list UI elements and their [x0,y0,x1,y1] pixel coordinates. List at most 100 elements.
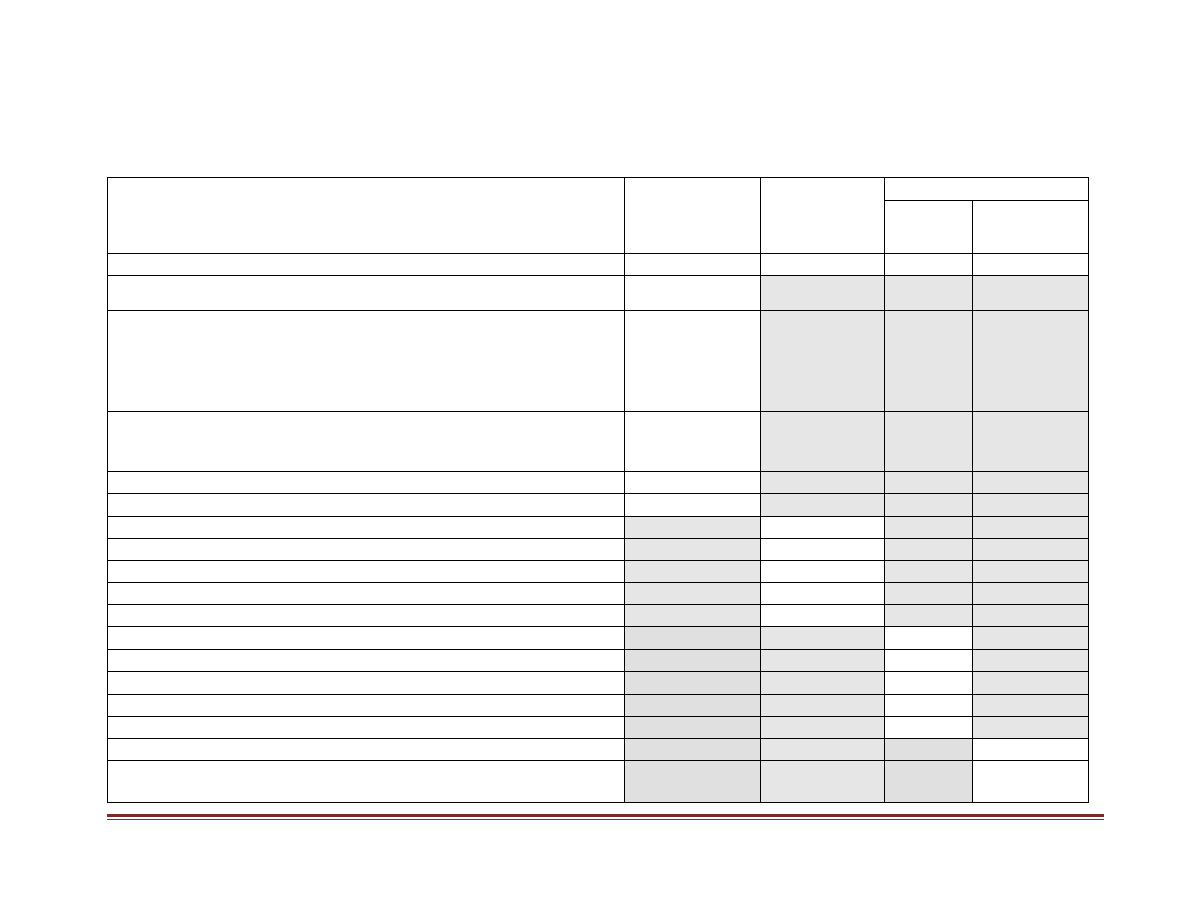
row-value-cell [884,604,973,628]
row-value-cell [760,649,885,673]
row-value-cell [624,470,761,494]
row-value-cell [972,649,1089,673]
row-value-cell [624,582,761,606]
row-value-cell [884,253,973,277]
footer-rule-thin [107,819,1104,820]
table-row [107,310,1089,412]
row-value-cell [972,626,1089,651]
row-value-cell [972,310,1089,412]
row-value-cell [760,538,885,562]
row-value-cell [884,538,973,562]
row-label-cell [107,560,625,584]
row-label-cell [107,492,625,518]
row-value-cell [760,492,885,518]
row-label-cell [107,671,625,695]
table-row [107,538,1089,562]
row-value-cell [884,693,973,717]
row-value-cell [884,626,973,651]
row-value-cell [760,275,885,312]
table-row [107,470,1089,494]
row-value-cell [972,410,1089,472]
row-value-cell [972,275,1089,312]
header-cell-item [107,176,625,255]
row-label-cell [107,538,625,562]
row-label-cell [107,410,625,472]
row-value-cell [972,582,1089,606]
table-row [107,649,1089,673]
row-label-cell [107,759,625,804]
row-value-cell [972,538,1089,562]
row-value-cell [624,253,761,277]
row-value-cell [760,516,885,540]
row-value-cell [972,253,1089,277]
row-value-cell [624,410,761,472]
row-value-cell [624,492,761,518]
row-value-cell [884,649,973,673]
row-value-cell [884,492,973,518]
table-row [107,737,1089,761]
table-row [107,604,1089,628]
header-cell-group [884,176,1089,202]
row-value-cell [884,470,973,494]
table-row [107,759,1089,804]
row-value-cell [972,759,1089,804]
row-value-cell [972,516,1089,540]
row-label-cell [107,604,625,628]
row-value-cell [624,693,761,717]
row-value-cell [624,671,761,695]
header-cell-sub-2 [972,200,1089,255]
row-value-cell [760,671,885,695]
table-row [107,410,1089,472]
row-value-cell [884,737,973,761]
row-value-cell [884,582,973,606]
row-value-cell [624,715,761,739]
row-value-cell [624,310,761,412]
row-value-cell [624,649,761,673]
row-value-cell [972,470,1089,494]
row-value-cell [884,410,973,472]
table-row [107,560,1089,584]
header-cell-column-2 [624,176,761,255]
row-label-cell [107,737,625,761]
row-value-cell [624,604,761,628]
table-row [107,715,1089,739]
header-cell-column-3 [760,176,885,255]
row-value-cell [972,671,1089,695]
row-value-cell [624,759,761,804]
row-value-cell [884,715,973,739]
row-value-cell [760,310,885,412]
row-value-cell [884,759,973,804]
table-row [107,492,1089,518]
row-value-cell [624,516,761,540]
row-value-cell [624,737,761,761]
row-value-cell [884,516,973,540]
row-value-cell [624,275,761,312]
row-value-cell [972,693,1089,717]
table-row [107,671,1089,695]
row-value-cell [624,538,761,562]
table-row [107,516,1089,540]
row-value-cell [760,737,885,761]
table-row [107,693,1089,717]
table-row [107,253,1089,277]
row-label-cell [107,649,625,673]
row-value-cell [972,560,1089,584]
table-row [107,626,1089,651]
row-label-cell [107,715,625,739]
row-value-cell [760,604,885,628]
row-value-cell [760,560,885,584]
row-label-cell [107,693,625,717]
row-value-cell [884,275,973,312]
row-value-cell [972,604,1089,628]
table-row [107,275,1089,312]
row-value-cell [760,253,885,277]
row-label-cell [107,626,625,651]
header-row-top [107,176,1089,255]
footer-rule-thick [107,814,1104,817]
row-label-cell [107,516,625,540]
row-label-cell [107,253,625,277]
row-value-cell [972,715,1089,739]
blank-form-table [107,176,1089,804]
row-value-cell [760,715,885,739]
row-value-cell [884,560,973,584]
